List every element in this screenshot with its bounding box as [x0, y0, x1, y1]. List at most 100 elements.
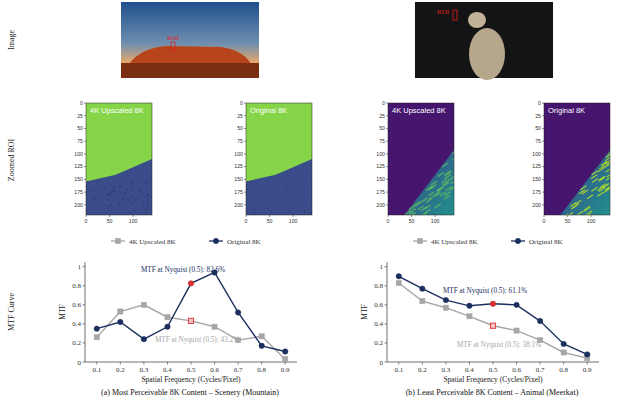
tick [542, 141, 544, 142]
data-point [514, 302, 519, 307]
tick [83, 323, 86, 324]
texture [247, 211, 249, 213]
tick-label: 0.7 [234, 366, 243, 374]
texture [296, 195, 298, 197]
data-point [420, 286, 425, 291]
heatmap-frame [544, 103, 610, 215]
data-point [94, 326, 99, 331]
tick [191, 362, 192, 365]
data-point [396, 274, 401, 279]
texture [452, 149, 454, 153]
tick [542, 166, 544, 167]
tick-label: 0 [245, 218, 248, 224]
tick [244, 166, 246, 167]
tick [214, 362, 215, 365]
tick-label: 150 [532, 176, 541, 182]
heatmap [246, 103, 312, 215]
tick-label: 0 [78, 359, 82, 367]
tick-label: 175 [532, 189, 541, 195]
texture [582, 190, 588, 194]
tick-label: 100 [376, 151, 385, 157]
texture [146, 207, 148, 209]
texture [605, 168, 610, 172]
tick [544, 215, 545, 217]
tick-label: 75 [237, 138, 243, 144]
tick [385, 304, 388, 305]
y-axis-label: MTF [360, 304, 369, 319]
texture [435, 204, 441, 208]
tick [133, 215, 134, 217]
tick-label: 0.4 [72, 320, 81, 328]
tick [86, 215, 87, 217]
legend-marker [515, 238, 520, 243]
texture [124, 192, 126, 194]
tick-label: 0.2 [72, 339, 81, 347]
tick-label: 0.1 [394, 366, 403, 374]
texture [567, 213, 573, 215]
texture [599, 176, 605, 180]
tick [238, 362, 239, 365]
tick-label: 100 [234, 151, 243, 157]
texture [605, 157, 610, 161]
texture [270, 211, 272, 213]
heatmap [388, 103, 454, 215]
series-line [399, 276, 587, 354]
rock-region [246, 159, 312, 215]
texture [262, 205, 264, 207]
tick [244, 141, 246, 142]
tick-label: 125 [74, 163, 83, 169]
tick [244, 204, 246, 205]
texture [95, 190, 97, 192]
texture [112, 190, 114, 192]
tick [385, 285, 388, 286]
data-point [141, 302, 146, 307]
texture [129, 211, 131, 213]
tick [563, 362, 564, 365]
legend-label: Original 8K [227, 238, 261, 246]
texture [107, 205, 109, 207]
texture [147, 194, 149, 196]
dark-region [544, 103, 610, 215]
texture [444, 195, 450, 199]
texture [298, 210, 300, 212]
texture [261, 194, 263, 196]
tick [540, 362, 541, 365]
data-point [118, 319, 123, 324]
tick-label: 0.2 [418, 366, 427, 374]
texture [426, 186, 432, 190]
roi-box [171, 42, 175, 51]
texture [252, 211, 254, 213]
tick [84, 128, 86, 129]
tick [422, 362, 423, 365]
tick-label: 50 [107, 218, 113, 224]
tick-label: 0.8 [559, 366, 568, 374]
texture [89, 189, 91, 191]
tick-label: 0 [240, 100, 243, 106]
data-point [537, 318, 542, 323]
texture [577, 211, 583, 215]
tick-label: 0 [380, 359, 384, 367]
tick [385, 362, 388, 363]
tick [542, 103, 544, 104]
tick-label: 175 [74, 189, 83, 195]
texture [259, 200, 261, 202]
tick-label: 125 [376, 163, 385, 169]
texture [258, 213, 260, 215]
tick [445, 362, 446, 365]
legend-label: Original 8K [529, 238, 563, 246]
texture [592, 179, 598, 183]
texture [599, 177, 605, 181]
data-point [94, 335, 99, 340]
tick-label: 100 [289, 218, 298, 224]
tick-label: 200 [376, 202, 385, 208]
tick [83, 266, 86, 267]
rock [129, 46, 251, 64]
tick-label: 150 [74, 176, 83, 182]
tick-label: 100 [74, 151, 83, 157]
texture [440, 192, 446, 196]
data-point [165, 324, 170, 329]
texture [287, 185, 289, 187]
tick-label: 0 [382, 100, 385, 106]
tick-label: 0.9 [583, 366, 592, 374]
tick [587, 362, 588, 365]
